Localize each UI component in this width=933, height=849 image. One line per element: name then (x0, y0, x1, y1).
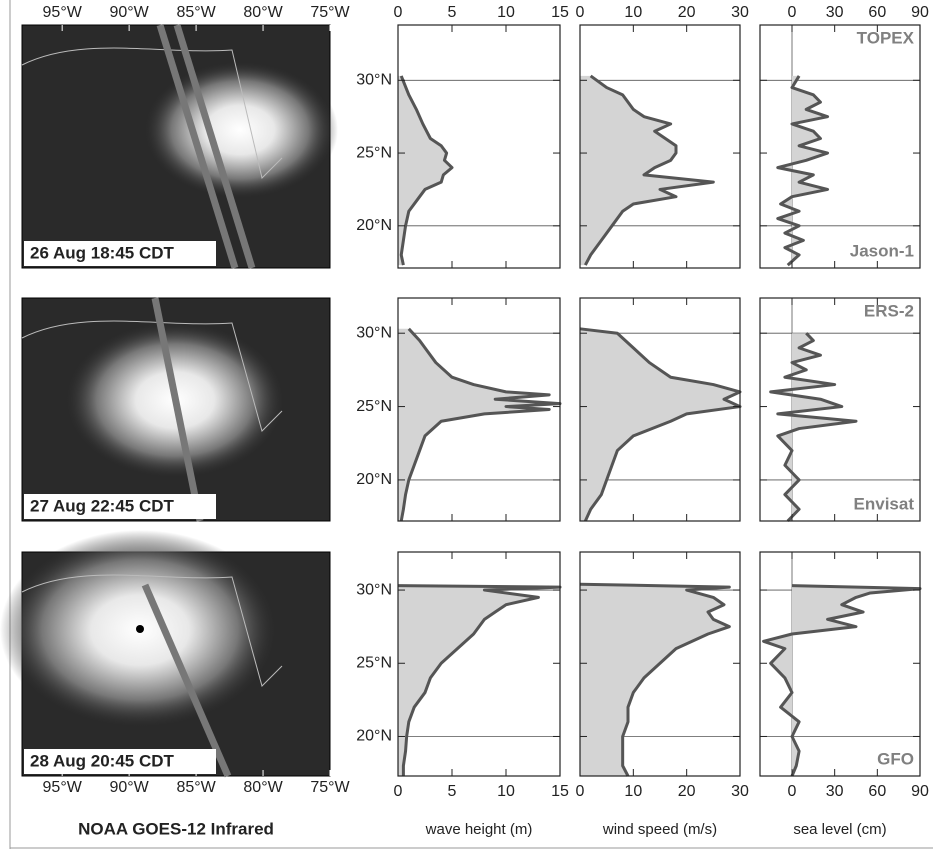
area-fill (398, 585, 560, 776)
x-tick-label: 0 (576, 783, 585, 800)
y-tick-label: 20°N (356, 471, 392, 488)
x-axis-label: wind speed (m/s) (602, 821, 717, 838)
x-tick-label: 0 (788, 4, 797, 21)
y-tick-label: 30°N (356, 581, 392, 598)
x-tick-label: 60 (868, 4, 886, 21)
panel-frame (759, 24, 921, 269)
x-tick-label: 15 (551, 783, 569, 800)
x-tick-label: 90 (911, 4, 929, 21)
date-box (24, 494, 216, 519)
satellite-track (151, 297, 204, 522)
satellite-track (141, 583, 232, 778)
y-tick-label: 25°N (356, 654, 392, 671)
x-tick-label: 0 (394, 4, 403, 21)
map-date: 27 Aug 22:45 CDT (30, 496, 175, 515)
map-tick-label: 80°W (243, 779, 283, 796)
x-axis-label: wave height (m) (425, 821, 533, 838)
profile-line (399, 75, 454, 266)
x-tick-label: 90 (911, 783, 929, 800)
map-tick-label: 90°W (109, 779, 149, 796)
map-tick-label: 85°W (176, 779, 216, 796)
x-tick-label: 0 (576, 4, 585, 21)
x-tick-label: 30 (826, 4, 844, 21)
x-tick-label: 0 (788, 783, 797, 800)
profile-line (397, 584, 562, 776)
x-tick-label: 15 (551, 4, 569, 21)
x-tick-label: 10 (624, 783, 642, 800)
x-tick-label: 20 (678, 783, 696, 800)
profile-line (579, 582, 731, 777)
x-tick-label: 30 (731, 4, 749, 21)
map-tick-label: 80°W (243, 4, 283, 21)
panel-frame (759, 551, 921, 777)
map-axis-label: NOAA GOES-12 Infrared (78, 819, 274, 838)
area-fill (398, 75, 452, 266)
x-axis-label: sea level (cm) (793, 821, 886, 838)
map-tick-label: 95°W (43, 779, 83, 796)
profile-line (762, 584, 922, 777)
satellite-track (173, 23, 256, 270)
x-tick-label: 10 (624, 4, 642, 21)
panel-frame (579, 297, 741, 522)
satellite-track (156, 23, 239, 270)
x-tick-label: 10 (497, 783, 515, 800)
area-fill (580, 75, 714, 266)
profile-line (769, 332, 858, 523)
panel-frame (397, 551, 561, 777)
satellite-label: ERS-2 (864, 301, 914, 320)
date-box (24, 241, 216, 266)
y-tick-label: 20°N (356, 728, 392, 745)
y-tick-label: 25°N (356, 398, 392, 415)
area-fill (398, 328, 560, 521)
y-tick-label: 30°N (356, 324, 392, 341)
coastline (21, 47, 283, 179)
x-tick-label: 60 (868, 783, 886, 800)
date-box (24, 749, 216, 774)
map-date: 28 Aug 20:45 CDT (30, 751, 175, 770)
profile-line (399, 327, 562, 522)
storm-eye (136, 625, 144, 633)
satellite-label: TOPEX (857, 28, 915, 47)
x-tick-label: 20 (678, 4, 696, 21)
panel-frame (579, 24, 741, 269)
profile-line (584, 74, 715, 266)
y-tick-label: 30°N (356, 72, 392, 89)
x-tick-label: 5 (448, 4, 457, 21)
profile-line (579, 327, 742, 522)
panel-frame (397, 297, 561, 522)
map-tick-label: 75°W (310, 779, 350, 796)
satellite-label: Jason-1 (850, 241, 914, 260)
map-tick-label: 85°W (176, 4, 216, 21)
map-tick-label: 75°W (310, 4, 350, 21)
y-tick-label: 20°N (356, 217, 392, 234)
profile-line (776, 75, 830, 267)
area-fill (580, 584, 730, 776)
panel-frame (579, 551, 741, 777)
satellite-label: Envisat (854, 494, 915, 513)
x-tick-label: 5 (448, 783, 457, 800)
map-tick-label: 90°W (109, 4, 149, 21)
x-tick-label: 10 (497, 4, 515, 21)
x-tick-label: 30 (826, 783, 844, 800)
panel-frame (759, 297, 921, 522)
area-fill (777, 75, 828, 266)
x-tick-label: 0 (394, 783, 403, 800)
storm-cloud (142, 60, 338, 200)
y-tick-label: 25°N (356, 144, 392, 161)
coastline (21, 320, 283, 432)
map-date: 26 Aug 18:45 CDT (30, 243, 175, 262)
x-tick-label: 30 (731, 783, 749, 800)
panel-frame (397, 24, 561, 269)
map-tick-label: 95°W (43, 4, 83, 21)
satellite-label: GFO (877, 749, 914, 768)
coastline (21, 574, 283, 687)
